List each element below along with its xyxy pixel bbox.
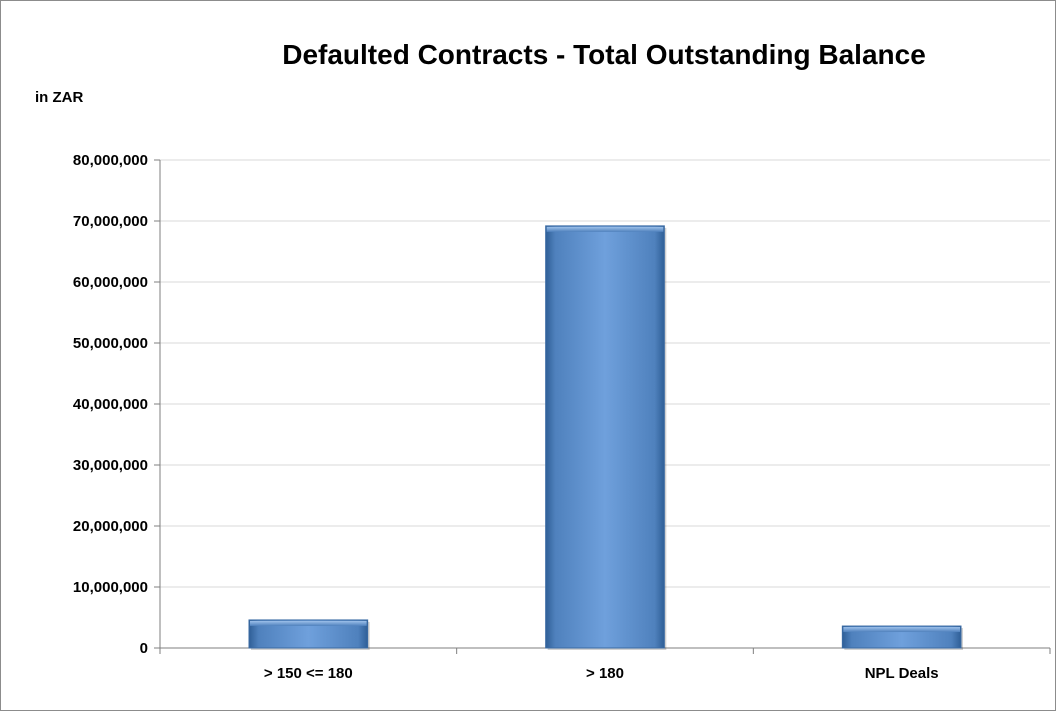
bar [545, 225, 665, 649]
x-tick-label: > 150 <= 180 [264, 665, 353, 682]
bar-highlight [546, 226, 664, 232]
y-tick-label: 0 [140, 640, 148, 657]
y-axis-unit-label: in ZAR [35, 89, 84, 106]
y-tick-label: 30,000,000 [73, 457, 148, 474]
y-tick-label: 20,000,000 [73, 518, 148, 535]
x-tick-label: NPL Deals [865, 665, 939, 682]
y-tick-label: 70,000,000 [73, 213, 148, 230]
y-tick-label: 10,000,000 [73, 579, 148, 596]
x-tick-label: > 180 [586, 665, 624, 682]
y-tick-label: 80,000,000 [73, 152, 148, 169]
y-tick-label: 50,000,000 [73, 335, 148, 352]
bar-highlight [250, 620, 367, 626]
bar-highlight [843, 627, 960, 633]
y-tick-label: 60,000,000 [73, 274, 148, 291]
chart-title: Defaulted Contracts - Total Outstanding … [282, 39, 926, 70]
y-tick-label: 40,000,000 [73, 396, 148, 413]
